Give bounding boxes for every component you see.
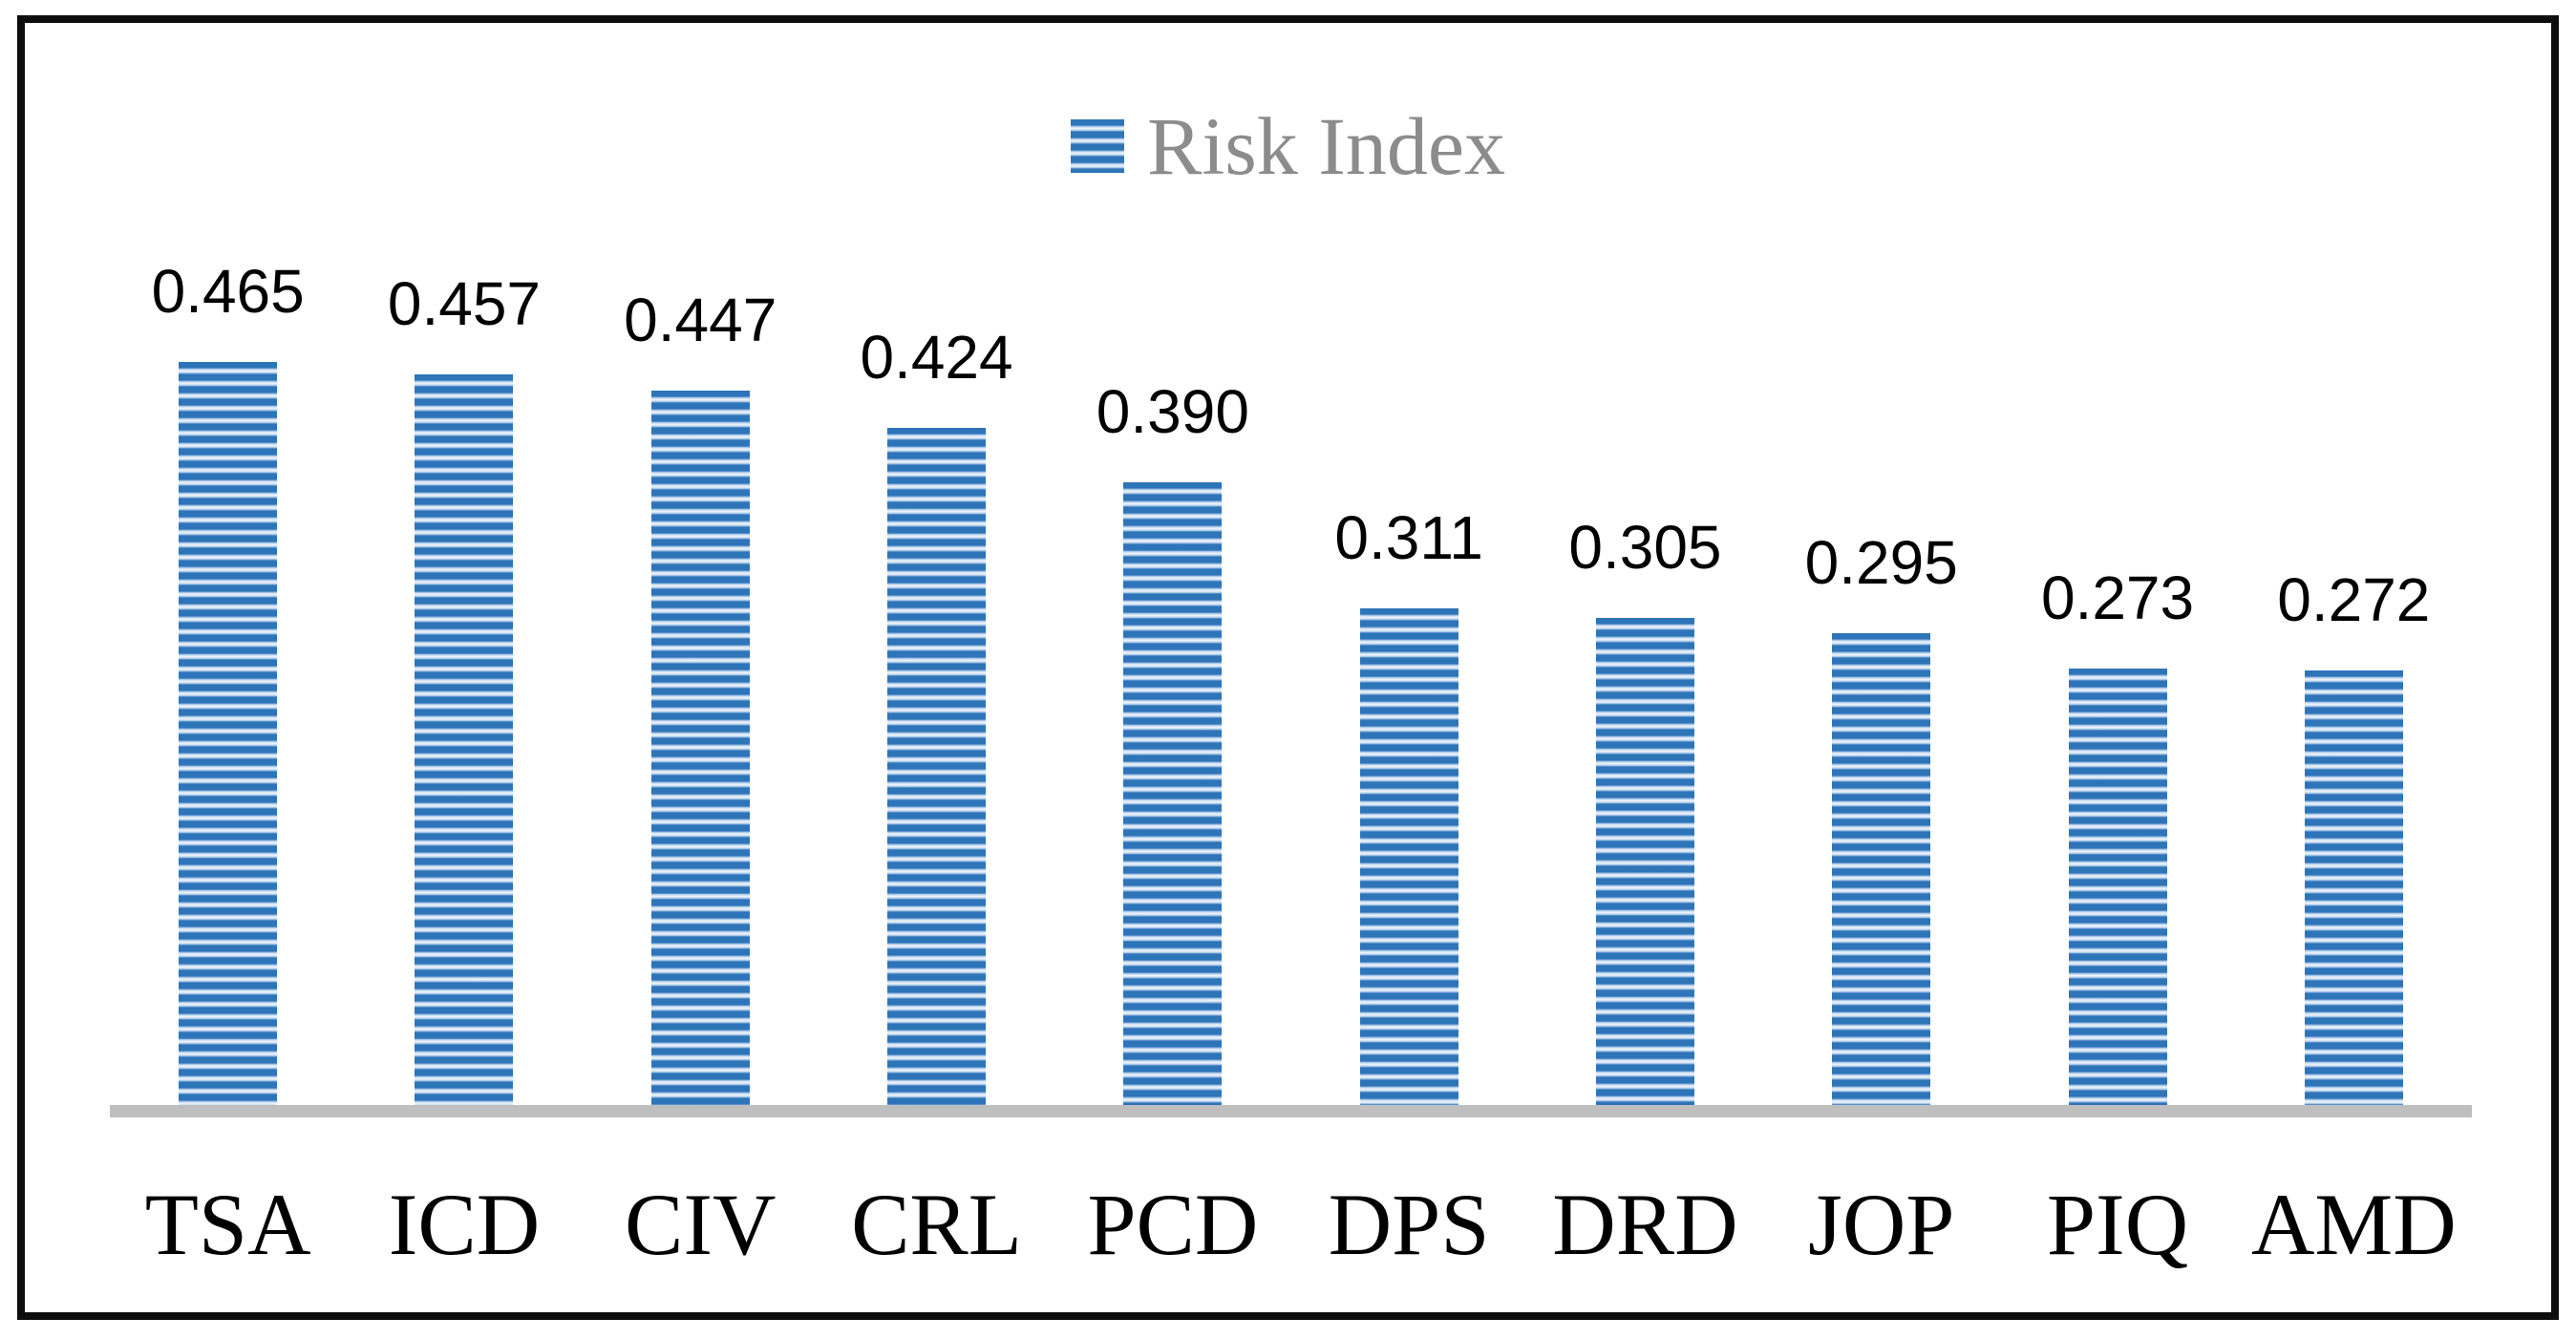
bar-tsa[interactable] (179, 362, 278, 1105)
category-label-crl: CRL (851, 1176, 1022, 1273)
category-label-dps: DPS (1328, 1176, 1490, 1273)
bar-crl[interactable] (887, 428, 987, 1105)
category-label-pcd: PCD (1087, 1176, 1259, 1273)
bar-slot: 0.390 (1054, 0, 1290, 1105)
bar-value-label: 0.305 (1568, 513, 1722, 582)
category-label-icd: ICD (388, 1176, 541, 1273)
bar-value-label: 0.447 (624, 286, 777, 354)
bar-pcd[interactable] (1123, 482, 1223, 1105)
bar-value-label: 0.273 (2040, 563, 2195, 632)
chart-frame-border (17, 15, 2559, 1320)
category-label-jop: JOP (1808, 1176, 1955, 1273)
bar-slot: 0.447 (583, 0, 819, 1105)
category-label-tsa: TSA (144, 1176, 311, 1273)
bar-value-label: 0.390 (1096, 377, 1249, 446)
bar-icd[interactable] (415, 374, 514, 1105)
bar-slot: 0.273 (1999, 0, 2235, 1105)
bar-value-label: 0.295 (1804, 528, 1958, 597)
bar-value-label: 0.272 (2277, 565, 2431, 634)
bar-value-label: 0.465 (151, 257, 305, 326)
bar-slot: 0.305 (1527, 0, 1763, 1105)
bar-slot: 0.272 (2236, 0, 2472, 1105)
legend: Risk Index (0, 105, 2576, 187)
bar-slot: 0.424 (819, 0, 1054, 1105)
bar-slot: 0.465 (110, 0, 346, 1105)
bar-slot: 0.295 (1763, 0, 1999, 1105)
legend-label: Risk Index (1146, 100, 1506, 192)
x-axis-line (110, 1105, 2472, 1117)
bar-dps[interactable] (1359, 608, 1458, 1105)
bar-value-label: 0.457 (387, 269, 542, 338)
bar-amd[interactable] (2304, 670, 2403, 1105)
bar-value-label: 0.311 (1334, 503, 1483, 572)
bar-civ[interactable] (650, 391, 750, 1105)
bar-jop[interactable] (1832, 633, 1931, 1105)
category-label-amd: AMD (2250, 1176, 2457, 1273)
bar-piq[interactable] (2068, 669, 2167, 1105)
bars-row: 0.465 0.457 0.447 0.424 0.390 0.311 0.305 0.295… (110, 0, 2472, 1105)
bar-drd[interactable] (1595, 618, 1694, 1105)
legend-swatch-risk-index (1070, 119, 1124, 173)
category-label-civ: CIV (625, 1176, 777, 1273)
bar-value-label: 0.424 (860, 323, 1013, 392)
bar-slot: 0.457 (346, 0, 582, 1105)
category-label-drd: DRD (1552, 1176, 1738, 1273)
category-label-piq: PIQ (2046, 1176, 2189, 1273)
bar-slot: 0.311 (1290, 0, 1526, 1105)
category-row: TSA ICD CIV CRL PCD DPS DRD JOP PIQ AMD (110, 1176, 2472, 1273)
